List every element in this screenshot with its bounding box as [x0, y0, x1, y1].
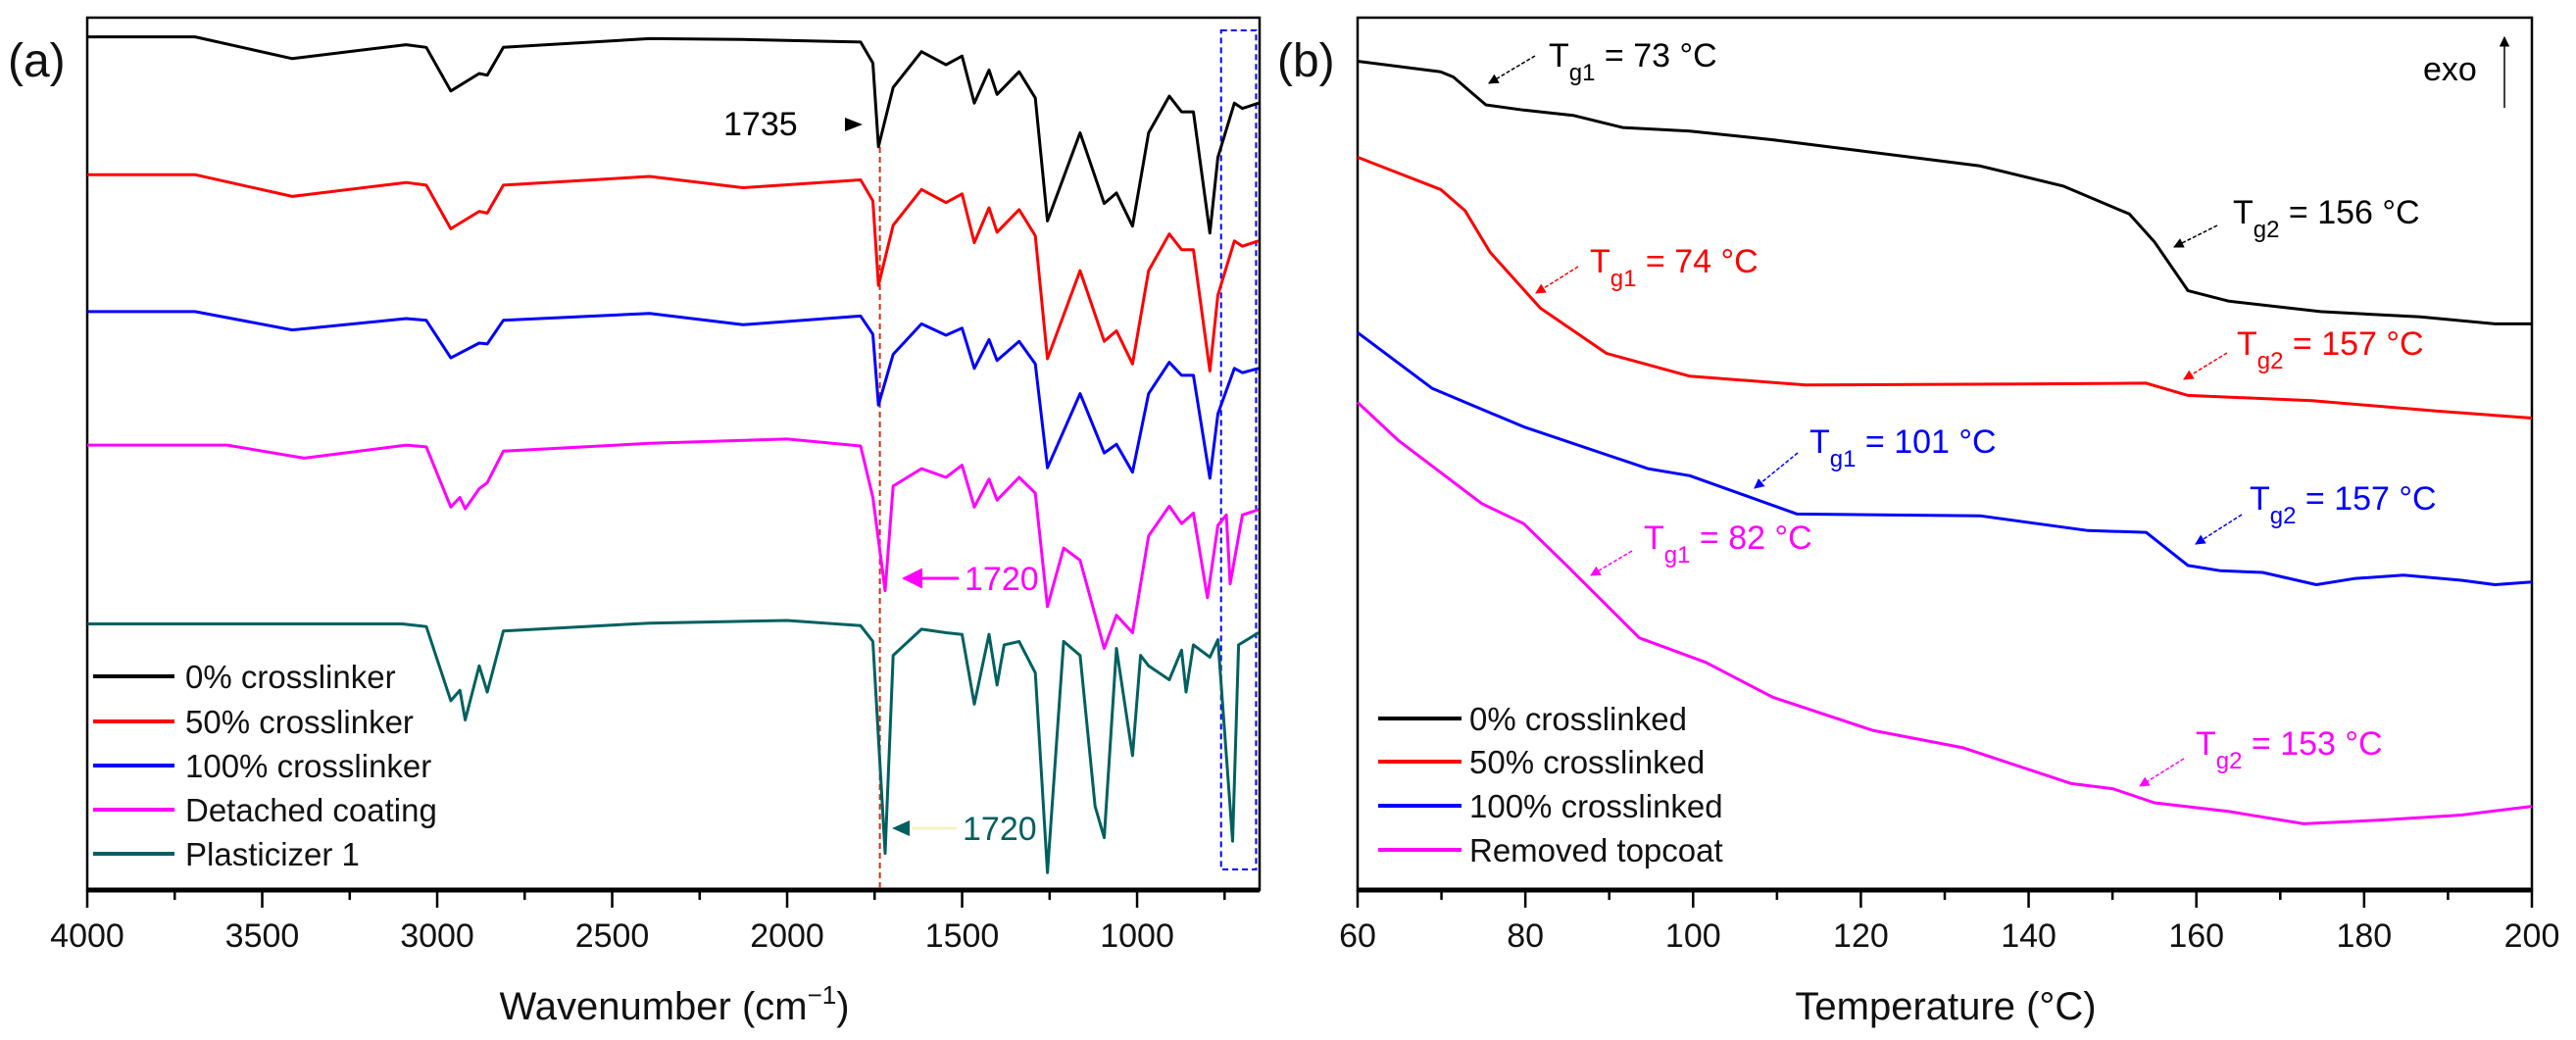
series-b	[1356, 60, 2533, 825]
x-tick-label: 100	[1665, 917, 1721, 955]
series-a	[87, 35, 1260, 874]
x-axis-title-b: Temperature (°C)	[1795, 985, 2096, 1028]
tg-symbol: T	[2237, 325, 2257, 363]
legend-label: Detached coating	[185, 792, 437, 828]
tg-symbol: T	[1549, 37, 1569, 74]
tg-symbol: T	[2250, 480, 2270, 518]
tg-subscript: g2	[2254, 217, 2280, 243]
annotation-1735: 1735	[723, 106, 798, 143]
x-tick-label: 2000	[750, 917, 824, 955]
exo-label: exo	[2423, 51, 2477, 88]
series-line-50-crosslinker	[87, 173, 1260, 372]
x-axis-title-a: Wavenumber (cm−1)	[499, 980, 849, 1028]
x-tick-label: 2500	[575, 917, 650, 955]
tg-value: = 156 °C	[2279, 194, 2419, 231]
tg-arrow-icon	[2173, 224, 2218, 248]
tg-annotation: Tg2 = 156 °C	[2233, 194, 2420, 243]
tg-annotation: Tg2 = 153 °C	[2196, 725, 2383, 774]
x-tick-label: 60	[1339, 917, 1376, 955]
tg-arrow-icon	[1754, 452, 1799, 489]
legend-label: 50% crosslinked	[1469, 744, 1705, 780]
tg-symbol: T	[1809, 423, 1830, 461]
legend-label: 0% crosslinked	[1469, 701, 1687, 737]
series-line-100-crosslinker	[87, 310, 1260, 480]
x-tick-label: 180	[2336, 917, 2392, 955]
x-tick-label: 1000	[1100, 917, 1174, 955]
tg-subscript: g2	[2257, 348, 2284, 374]
tg-arrow-icon	[2183, 352, 2228, 380]
panel-b-dsc: (b) 60 80 100 120 140 160 180 200 exo Tg1 = 73 …	[1277, 16, 2559, 1028]
tg-symbol: T	[1590, 243, 1610, 280]
series-line-0-crosslinked	[1357, 60, 2532, 325]
tg-arrow-icon	[1535, 266, 1579, 294]
tg-value: = 101 °C	[1856, 423, 1996, 461]
series-line-0-crosslinker	[87, 35, 1260, 235]
x-tick-label: 120	[1833, 917, 1889, 955]
x-tick-label: 4000	[50, 917, 124, 955]
legend-b: 0% crosslinked 50% crosslinked 100% crossl…	[1378, 701, 1723, 868]
series-line-detached-coating	[87, 437, 1260, 650]
panel-label-a: (a)	[8, 35, 66, 87]
tg-subscript: g2	[2216, 748, 2243, 774]
tg-annotation: Tg2 = 157 °C	[2237, 325, 2424, 374]
tg-subscript: g1	[1664, 542, 1691, 569]
arrow-1735-icon	[845, 118, 863, 131]
series-line-50-crosslinked	[1357, 156, 2533, 420]
annotation-1720-plasticizer: 1720	[963, 811, 1037, 848]
legend-a: 0% crosslinker 50% crosslinker 100% crossl…	[93, 659, 437, 872]
tg-annotation: Tg2 = 157 °C	[2250, 480, 2437, 529]
x-tick-label: 200	[2504, 917, 2560, 955]
tg-value: = 153 °C	[2242, 725, 2382, 763]
x-tick-label: 160	[2168, 917, 2224, 955]
tg-annotation: Tg1 = 101 °C	[1809, 423, 1997, 472]
legend-label: 100% crosslinked	[1469, 788, 1723, 824]
tg-value: = 82 °C	[1690, 520, 1811, 557]
tg-value: = 73 °C	[1595, 37, 1716, 74]
series-line-removed-topcoat	[1356, 401, 2533, 825]
highlight-box	[1219, 29, 1258, 870]
x-tick-label: 3500	[225, 917, 300, 955]
x-tick-label: 140	[2001, 917, 2056, 955]
tg-value: = 157 °C	[2283, 325, 2423, 363]
tg-arrow-icon	[2139, 758, 2185, 787]
series-line-100-crosslinked	[1357, 331, 2533, 586]
panel-label-b: (b)	[1277, 35, 1335, 87]
x-ticks-a: 4000 3500 3000 2500 2000 1500 1000	[50, 890, 1226, 955]
legend-label: 50% crosslinker	[185, 704, 414, 740]
tg-subscript: g2	[2270, 503, 2297, 529]
legend-label: 0% crosslinker	[185, 659, 396, 695]
tg-value: = 157 °C	[2296, 480, 2436, 518]
tg-arrow-icon	[2195, 514, 2243, 545]
tg-annotation: Tg1 = 74 °C	[1590, 243, 1759, 292]
tg-annotation: Tg1 = 73 °C	[1549, 37, 1717, 86]
tg-arrow-icon	[1590, 550, 1633, 576]
series-line-plasticizer-1	[87, 619, 1260, 874]
legend-label: Removed topcoat	[1469, 832, 1723, 868]
arrow-1720-teal-icon	[892, 820, 910, 836]
x-ticks-b: 60 80 100 120 140 160 180 200	[1339, 890, 2559, 955]
tg-annotation: Tg1 = 82 °C	[1644, 520, 1812, 569]
tg-subscript: g1	[1610, 266, 1637, 292]
tg-symbol: T	[1644, 520, 1664, 557]
tg-subscript: g1	[1830, 446, 1857, 472]
tg-subscript: g1	[1569, 60, 1596, 86]
x-tick-label: 1500	[925, 917, 1000, 955]
tg-value: = 74 °C	[1636, 243, 1758, 280]
legend-label: Plasticizer 1	[185, 836, 360, 872]
legend-label: 100% crosslinker	[185, 748, 431, 784]
tg-arrow-icon	[1488, 55, 1536, 84]
tg-symbol: T	[2233, 194, 2254, 231]
annotation-1720-detached: 1720	[965, 561, 1039, 598]
panel-a-ftir: (a) 4000 3500 3000 2500 2000 1500 1000 1735 17…	[8, 16, 1262, 1028]
tg-symbol: T	[2196, 725, 2216, 763]
x-tick-label: 80	[1507, 917, 1544, 955]
x-tick-label: 3000	[400, 917, 474, 955]
